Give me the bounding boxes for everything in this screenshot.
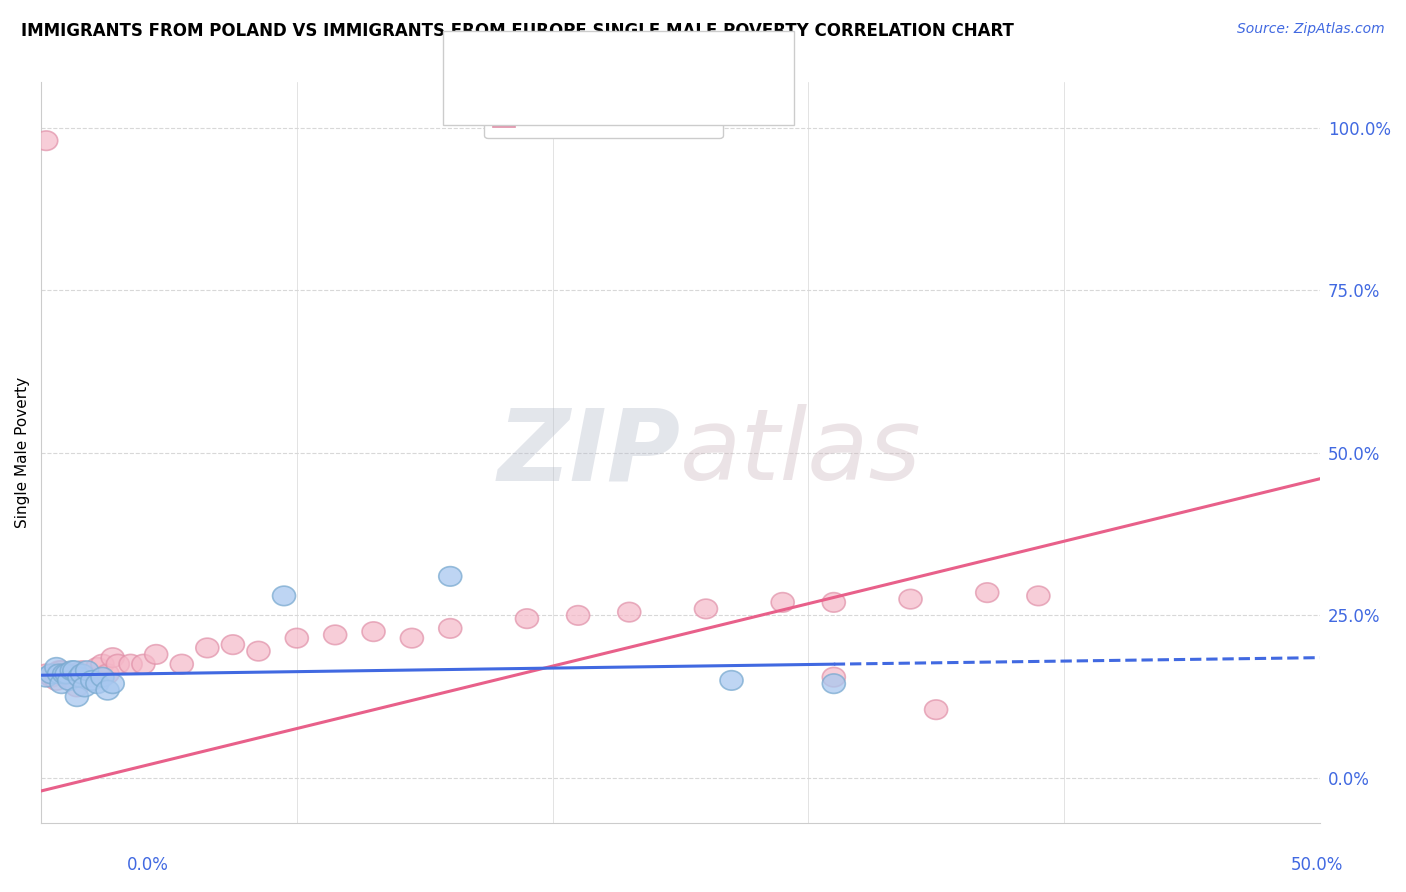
Ellipse shape [273, 586, 295, 606]
Ellipse shape [52, 665, 76, 683]
Ellipse shape [439, 566, 461, 586]
Ellipse shape [101, 648, 124, 667]
Ellipse shape [323, 625, 347, 645]
Ellipse shape [91, 655, 114, 674]
Ellipse shape [86, 657, 108, 677]
Ellipse shape [48, 665, 70, 683]
Text: atlas: atlas [681, 404, 922, 501]
Ellipse shape [96, 681, 120, 700]
Y-axis label: Single Male Poverty: Single Male Poverty [15, 377, 30, 528]
Ellipse shape [823, 592, 845, 612]
Ellipse shape [195, 638, 219, 657]
Ellipse shape [86, 674, 108, 693]
Ellipse shape [107, 655, 129, 674]
Text: 0.0%: 0.0% [127, 856, 169, 874]
Ellipse shape [70, 661, 94, 681]
Ellipse shape [35, 131, 58, 151]
Ellipse shape [898, 590, 922, 609]
Ellipse shape [695, 599, 717, 619]
Ellipse shape [567, 606, 589, 625]
Ellipse shape [617, 602, 641, 622]
Ellipse shape [221, 635, 245, 655]
Ellipse shape [132, 655, 155, 674]
Ellipse shape [76, 661, 98, 681]
Ellipse shape [1026, 586, 1050, 606]
Ellipse shape [401, 628, 423, 648]
Text: ZIP: ZIP [498, 404, 681, 501]
Ellipse shape [770, 592, 794, 612]
Text: IMMIGRANTS FROM POLAND VS IMMIGRANTS FROM EUROPE SINGLE MALE POVERTY CORRELATION: IMMIGRANTS FROM POLAND VS IMMIGRANTS FRO… [21, 22, 1014, 40]
Ellipse shape [52, 665, 76, 683]
Text: 50.0%: 50.0% [1291, 856, 1343, 874]
Ellipse shape [58, 667, 80, 687]
Ellipse shape [170, 655, 193, 674]
Ellipse shape [145, 645, 167, 665]
Ellipse shape [63, 661, 86, 681]
Ellipse shape [96, 665, 120, 683]
Ellipse shape [516, 609, 538, 628]
Ellipse shape [55, 665, 79, 683]
Ellipse shape [60, 665, 83, 683]
Ellipse shape [63, 665, 86, 683]
Ellipse shape [925, 700, 948, 720]
Ellipse shape [66, 687, 89, 706]
Ellipse shape [35, 665, 58, 683]
Ellipse shape [67, 667, 91, 687]
Ellipse shape [361, 622, 385, 641]
Ellipse shape [55, 667, 79, 687]
Ellipse shape [48, 661, 70, 681]
Ellipse shape [51, 674, 73, 693]
Ellipse shape [73, 677, 96, 697]
Ellipse shape [70, 665, 94, 683]
Legend: R = 0.106   N = 24, R = 0.563   N = 43: R = 0.106 N = 24, R = 0.563 N = 43 [485, 77, 723, 138]
Ellipse shape [51, 661, 73, 681]
Ellipse shape [439, 619, 461, 638]
Ellipse shape [91, 667, 114, 687]
Ellipse shape [823, 667, 845, 687]
Ellipse shape [80, 667, 104, 687]
Ellipse shape [120, 655, 142, 674]
Text: Source: ZipAtlas.com: Source: ZipAtlas.com [1237, 22, 1385, 37]
Ellipse shape [39, 667, 63, 687]
Ellipse shape [76, 667, 98, 687]
Ellipse shape [45, 657, 67, 677]
Ellipse shape [66, 677, 89, 697]
Ellipse shape [720, 671, 742, 690]
Ellipse shape [247, 641, 270, 661]
Ellipse shape [80, 671, 104, 690]
Ellipse shape [60, 661, 83, 681]
Ellipse shape [976, 582, 998, 602]
Ellipse shape [58, 671, 80, 690]
Ellipse shape [45, 671, 67, 690]
Ellipse shape [285, 628, 308, 648]
Ellipse shape [35, 667, 58, 687]
Ellipse shape [823, 674, 845, 693]
Ellipse shape [39, 665, 63, 683]
Ellipse shape [101, 674, 124, 693]
